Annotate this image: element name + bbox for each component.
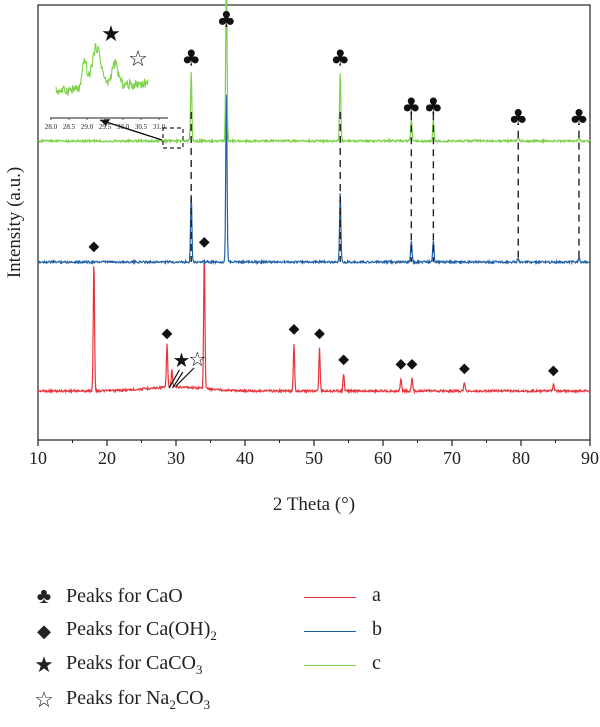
legend-label: Peaks for Na2CO3 xyxy=(66,687,211,712)
diamond-icon: ◆ xyxy=(88,239,99,255)
inset-tick-label: 29.0 xyxy=(81,123,94,131)
legend-line-a xyxy=(304,597,356,598)
inset-zoom: 28.028.529.029.530.030.531.0★☆ xyxy=(45,22,184,149)
inset-tick-label: 31.0 xyxy=(153,123,166,131)
legend-entry-cao: ♣ Peaks for CaO xyxy=(32,583,183,608)
legend-series-a: a xyxy=(372,584,381,606)
x-tick-label: 70 xyxy=(443,448,461,468)
pointer-arrow xyxy=(168,369,180,389)
legend-series-b: b xyxy=(372,618,382,640)
series-line-c xyxy=(37,0,591,145)
club-icon: ♣ xyxy=(181,46,201,71)
open-star-icon: ☆ xyxy=(34,687,54,712)
legend-line-c xyxy=(304,665,356,666)
inset-tick-label: 29.5 xyxy=(99,123,112,131)
diamond-icon: ◆ xyxy=(314,326,325,342)
x-tick-label: 40 xyxy=(236,448,254,468)
zoom-arrow xyxy=(99,119,163,141)
open-star-icon: ☆ xyxy=(188,347,206,371)
diamond-icon: ◆ xyxy=(396,356,407,372)
series-line-a xyxy=(37,259,591,395)
legend-entry-caoh2: ◆ Peaks for Ca(OH)2 xyxy=(32,618,217,644)
filled-star-icon: ★ xyxy=(173,348,191,372)
x-tick-label: 20 xyxy=(98,448,116,468)
legend-series-c: c xyxy=(372,652,381,674)
legend-line-b xyxy=(304,631,356,632)
x-tick-label: 30 xyxy=(167,448,185,468)
diamond-icon: ◆ xyxy=(289,321,300,337)
legend-label: Peaks for Ca(OH)2 xyxy=(66,618,217,643)
pointer-arrow xyxy=(175,367,195,387)
club-icon: ♣ xyxy=(330,46,350,71)
zoom-arrowhead xyxy=(100,119,110,126)
diamond-icon: ◆ xyxy=(162,326,173,342)
zoom-region-box xyxy=(162,127,184,149)
x-tick-label: 50 xyxy=(305,448,323,468)
pointer-arrow xyxy=(172,371,184,389)
club-icon: ♣ xyxy=(424,94,444,119)
filled-star-icon: ★ xyxy=(101,22,121,47)
series-line-b xyxy=(37,94,591,266)
filled-star-icon: ★ xyxy=(34,652,54,677)
inset-tick-label: 28.5 xyxy=(63,123,76,131)
diamond-icon: ◆ xyxy=(407,356,418,372)
club-icon: ♣ xyxy=(217,8,237,33)
open-star-icon: ☆ xyxy=(128,47,148,72)
xrd-chart: 10 20 30 40 50 60 70 80 90 ♣♣♣♣ ♣ ♣ ♣◆◆◆◆ ◆◆ ◆ ◆ ◆ ◆★☆ 2… xyxy=(4,0,599,515)
x-tick-label: 90 xyxy=(581,448,599,468)
x-tick-label: 80 xyxy=(512,448,530,468)
club-icon: ♣ xyxy=(401,94,421,119)
inset-tick-label: 28.0 xyxy=(45,123,58,131)
x-axis-title: 2 Theta (°) xyxy=(273,494,355,515)
reference-dashes xyxy=(190,112,580,262)
diamond-icon: ◆ xyxy=(548,362,559,378)
club-icon: ♣ xyxy=(36,583,52,608)
inset-line xyxy=(55,42,149,97)
diamond-icon: ◆ xyxy=(338,352,349,368)
diamond-icon: ◆ xyxy=(37,620,51,641)
plot-frame xyxy=(37,4,591,441)
diamond-icon: ◆ xyxy=(199,234,210,250)
legend-entry-caco3: ★ Peaks for CaCO3 xyxy=(32,652,202,678)
club-icon: ♣ xyxy=(569,106,589,131)
x-tick-label: 10 xyxy=(29,448,47,468)
peak-markers: ♣♣♣♣ ♣ ♣ ♣◆◆◆◆ ◆◆ ◆ ◆ ◆ ◆★☆ xyxy=(88,8,589,389)
legend: ♣ Peaks for CaO ◆ Peaks for Ca(OH)2 ★ Pe… xyxy=(0,570,600,727)
y-axis-title: Intensity (a.u.) xyxy=(4,167,25,278)
diamond-icon: ◆ xyxy=(459,360,470,376)
legend-entry-na2co3: ☆ Peaks for Na2CO3 xyxy=(32,687,210,713)
x-axis-ticks: 10 20 30 40 50 60 70 80 90 xyxy=(29,440,599,468)
inset-tick-label: 30.5 xyxy=(135,123,148,131)
legend-label: Peaks for CaCO3 xyxy=(66,652,203,677)
club-icon: ♣ xyxy=(508,106,528,131)
x-tick-label: 60 xyxy=(374,448,392,468)
series-lines xyxy=(37,0,591,395)
legend-label: Peaks for CaO xyxy=(66,584,183,607)
